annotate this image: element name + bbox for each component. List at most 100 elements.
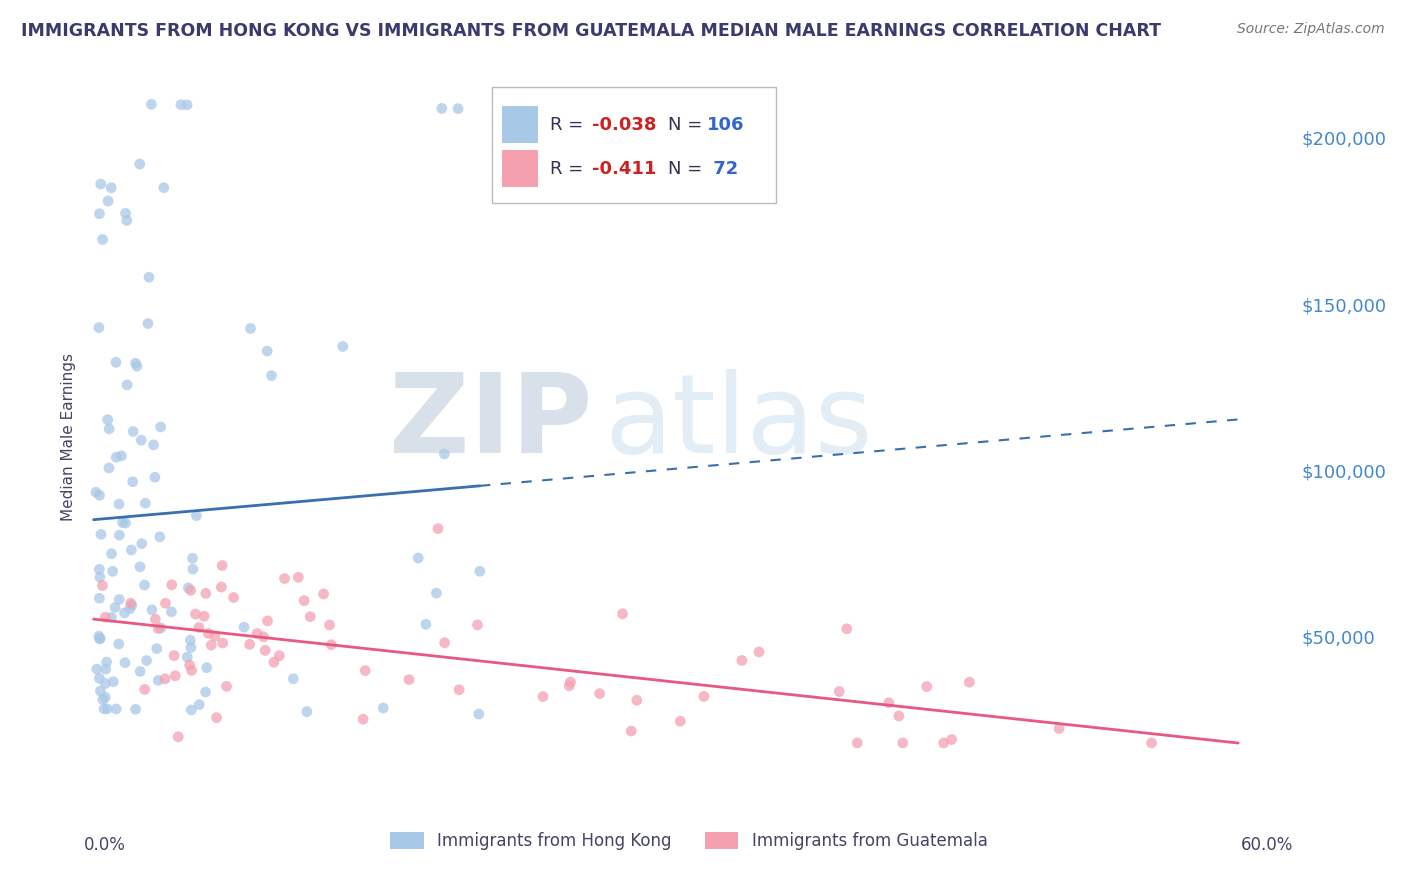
- Point: [447, 102, 470, 116]
- Point: [193, 609, 215, 624]
- Point: [111, 516, 134, 530]
- Point: [114, 656, 136, 670]
- Point: [149, 621, 172, 635]
- Point: [626, 693, 648, 707]
- Point: [467, 618, 489, 632]
- Point: [125, 359, 148, 373]
- Point: [91, 232, 114, 246]
- Point: [184, 607, 207, 621]
- Point: [136, 317, 159, 331]
- Point: [121, 599, 143, 613]
- Point: [398, 673, 420, 687]
- Point: [129, 434, 152, 448]
- Point: [260, 368, 283, 383]
- Point: [148, 622, 170, 636]
- Point: [96, 655, 118, 669]
- Point: [252, 630, 274, 644]
- Point: [181, 551, 204, 566]
- Point: [273, 572, 295, 586]
- Point: [558, 679, 581, 693]
- Point: [233, 620, 256, 634]
- Point: [89, 684, 111, 698]
- Point: [163, 648, 186, 663]
- Text: 0.0%: 0.0%: [84, 836, 127, 854]
- Point: [97, 194, 120, 208]
- Point: [105, 702, 128, 716]
- Point: [1047, 722, 1070, 736]
- Point: [188, 620, 211, 634]
- Point: [256, 344, 278, 359]
- Point: [122, 425, 145, 439]
- Point: [295, 705, 318, 719]
- Point: [167, 730, 190, 744]
- Point: [354, 664, 377, 678]
- Point: [96, 702, 118, 716]
- Point: [110, 449, 132, 463]
- Point: [91, 578, 114, 592]
- Text: -0.038: -0.038: [592, 116, 657, 134]
- Point: [731, 653, 754, 667]
- Legend: Immigrants from Hong Kong, Immigrants from Guatemala: Immigrants from Hong Kong, Immigrants fr…: [384, 825, 994, 856]
- Point: [100, 547, 122, 561]
- Point: [104, 355, 127, 369]
- Text: 60.0%: 60.0%: [1241, 836, 1294, 854]
- Point: [748, 645, 770, 659]
- Point: [160, 605, 183, 619]
- Point: [114, 516, 136, 530]
- Point: [84, 485, 107, 500]
- Point: [165, 669, 187, 683]
- Point: [430, 102, 453, 116]
- Point: [152, 180, 174, 194]
- Point: [143, 470, 166, 484]
- Point: [263, 655, 285, 669]
- Point: [134, 682, 156, 697]
- Point: [135, 653, 157, 667]
- Point: [215, 680, 238, 694]
- Point: [269, 648, 291, 663]
- Point: [877, 696, 900, 710]
- Point: [89, 570, 111, 584]
- Point: [89, 591, 111, 606]
- Point: [87, 629, 110, 643]
- Point: [891, 736, 914, 750]
- Point: [180, 664, 202, 678]
- Text: 106: 106: [707, 116, 745, 134]
- Point: [188, 698, 211, 712]
- Point: [209, 580, 232, 594]
- Point: [468, 564, 491, 578]
- Text: ZIP: ZIP: [389, 369, 592, 476]
- Point: [89, 632, 111, 646]
- Point: [406, 551, 429, 566]
- Point: [149, 420, 172, 434]
- Point: [415, 617, 437, 632]
- Point: [299, 609, 322, 624]
- Point: [195, 661, 218, 675]
- Point: [932, 736, 955, 750]
- Point: [560, 675, 582, 690]
- Text: N =: N =: [668, 160, 709, 178]
- Point: [693, 690, 716, 704]
- Text: Source: ZipAtlas.com: Source: ZipAtlas.com: [1237, 22, 1385, 37]
- Point: [104, 600, 127, 615]
- Point: [108, 592, 131, 607]
- Text: atlas: atlas: [605, 369, 873, 476]
- Point: [239, 321, 262, 335]
- Point: [204, 629, 226, 643]
- Point: [94, 610, 117, 624]
- Point: [176, 650, 198, 665]
- Point: [312, 587, 335, 601]
- Point: [87, 320, 110, 334]
- Point: [124, 356, 146, 370]
- Point: [620, 724, 643, 739]
- Point: [134, 578, 156, 592]
- Point: [145, 612, 167, 626]
- Point: [89, 632, 111, 646]
- Text: R =: R =: [550, 160, 589, 178]
- Point: [93, 702, 115, 716]
- Point: [148, 673, 170, 688]
- Point: [179, 633, 201, 648]
- Point: [118, 601, 141, 615]
- Text: IMMIGRANTS FROM HONG KONG VS IMMIGRANTS FROM GUATEMALA MEDIAN MALE EARNINGS CORR: IMMIGRANTS FROM HONG KONG VS IMMIGRANTS …: [21, 22, 1161, 40]
- Point: [254, 643, 277, 657]
- Point: [425, 586, 447, 600]
